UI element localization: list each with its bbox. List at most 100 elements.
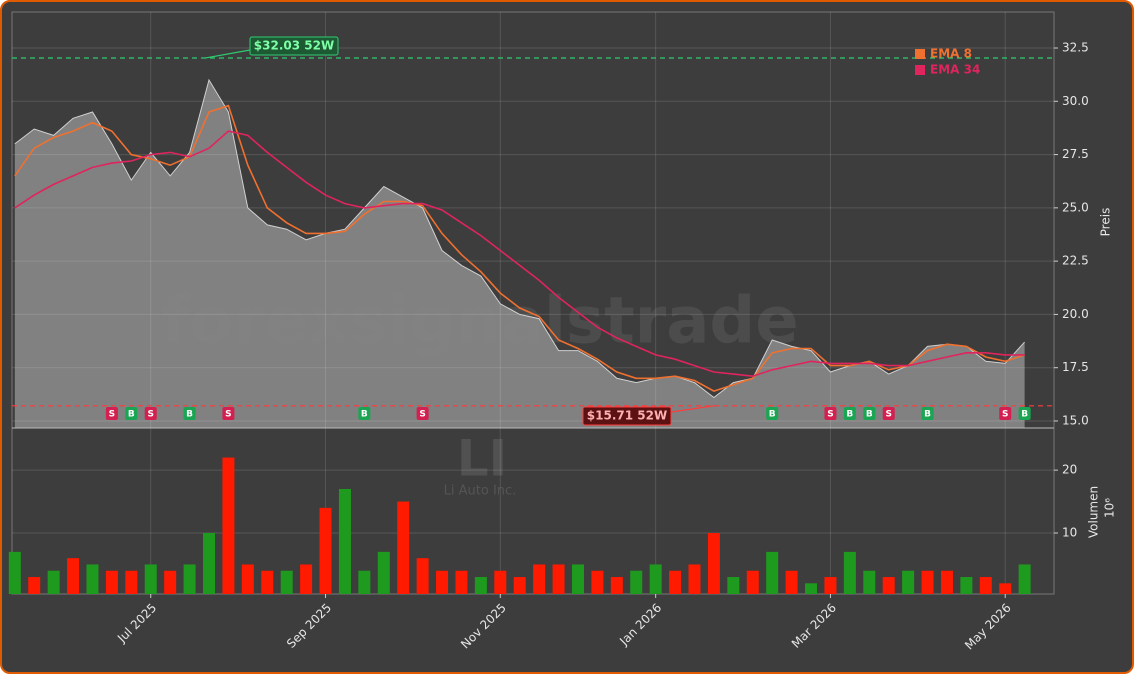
volume-bar: [921, 570, 934, 594]
volume-bar: [513, 577, 526, 594]
volume-bar: [727, 577, 740, 594]
volume-bar: [125, 570, 138, 594]
y-tick-label: 20: [1062, 463, 1077, 477]
volume-bar: [824, 577, 837, 594]
y-tick-label: 25.0: [1062, 200, 1089, 214]
volume-bar: [86, 564, 99, 594]
volume-bar: [261, 570, 274, 594]
signal-marker: [843, 407, 856, 420]
legend-label: EMA 34: [930, 63, 980, 77]
signal-marker: [921, 407, 934, 420]
signal-marker: [183, 407, 196, 420]
y-tick-label: 17.5: [1062, 360, 1089, 374]
y-tick-label: 32.5: [1062, 41, 1089, 55]
volume-bar: [707, 533, 720, 594]
52w-high-label: $32.03 52W: [254, 39, 334, 53]
signal-marker: [999, 407, 1012, 420]
ema-line: [14, 130, 1025, 378]
y-tick-label: 10: [1062, 526, 1077, 540]
signal-label: S: [109, 410, 115, 420]
volume-bar: [319, 507, 332, 594]
volume-bar: [571, 564, 584, 594]
signal-label: S: [1002, 410, 1008, 420]
signal-marker: [882, 407, 895, 420]
volume-bar: [377, 551, 390, 594]
signal-marker: [222, 407, 235, 420]
y-axis-label: Volumen: [1087, 486, 1101, 538]
signal-marker: [105, 407, 118, 420]
volume-bar: [338, 488, 351, 594]
volume-bar: [746, 570, 759, 594]
volume-bar: [280, 570, 293, 594]
signal-label: B: [186, 410, 193, 420]
volume-bar: [47, 570, 60, 594]
volume-bar: [940, 570, 953, 594]
volume-bar: [960, 577, 973, 594]
y-tick-label: 15.0: [1062, 413, 1089, 427]
volume-bar: [863, 570, 876, 594]
volume-bar: [397, 501, 410, 594]
signal-label: B: [866, 410, 873, 420]
company-watermark: Li Auto Inc.: [444, 484, 517, 499]
volume-bar: [902, 570, 915, 594]
y-axis-label: Preis: [1099, 208, 1113, 237]
volume-bar: [882, 577, 895, 594]
volume-bar: [669, 570, 682, 594]
volume-bar: [785, 570, 798, 594]
volume-bar: [591, 570, 604, 594]
signal-marker: [1018, 407, 1031, 420]
y-tick-label: 27.5: [1062, 147, 1089, 161]
signal-label: S: [827, 410, 833, 420]
volume-bar: [474, 577, 487, 594]
signal-marker: [358, 407, 371, 420]
volume-bar: [241, 564, 254, 594]
legend-label: EMA 8: [930, 47, 972, 61]
volume-bar: [183, 564, 196, 594]
volume-bar: [28, 577, 41, 594]
52w-low-label: $15.71 52W: [587, 409, 667, 423]
volume-bar: [649, 564, 662, 594]
signal-marker: [125, 407, 138, 420]
high-arrow: [204, 49, 251, 59]
volume-bar: [766, 551, 779, 594]
y-tick-label: 30.0: [1062, 94, 1089, 108]
52w-low-box: [582, 406, 672, 426]
volume-bar: [979, 577, 992, 594]
volume-bar: [843, 551, 856, 594]
volume-bar: [203, 533, 215, 594]
legend-swatch: [915, 65, 925, 75]
signal-marker: [824, 407, 837, 420]
volume-bar: [805, 583, 818, 594]
signal-label: S: [225, 410, 231, 420]
y-tick-label: 22.5: [1062, 254, 1089, 268]
volume-bar: [416, 558, 429, 594]
volume-bar: [105, 570, 118, 594]
volume-bar: [494, 570, 507, 594]
signal-label: S: [419, 410, 425, 420]
volume-bar: [8, 551, 21, 594]
plot-border: [11, 11, 1055, 595]
ticker-watermark: LI: [457, 430, 507, 488]
signal-label: S: [147, 410, 153, 420]
volume-bar: [688, 564, 701, 594]
y-axis-scale: 10⁶: [1103, 498, 1117, 518]
signal-label: S: [885, 410, 891, 420]
volume-bar: [300, 564, 313, 594]
volume-bar: [67, 558, 80, 594]
signal-label: B: [846, 410, 853, 420]
volume-bar: [999, 583, 1012, 594]
52w-high-box: [249, 36, 339, 56]
volume-bar: [1018, 564, 1031, 594]
signal-marker: [766, 407, 779, 420]
volume-bar: [455, 570, 468, 594]
volume-bar: [552, 564, 565, 594]
signal-label: B: [1021, 410, 1028, 420]
signal-label: B: [128, 410, 135, 420]
volume-bar: [533, 564, 546, 594]
volume-bar: [164, 570, 177, 594]
volume-bar: [144, 564, 157, 594]
legend-swatch: [915, 49, 925, 59]
signal-marker: [416, 407, 429, 420]
